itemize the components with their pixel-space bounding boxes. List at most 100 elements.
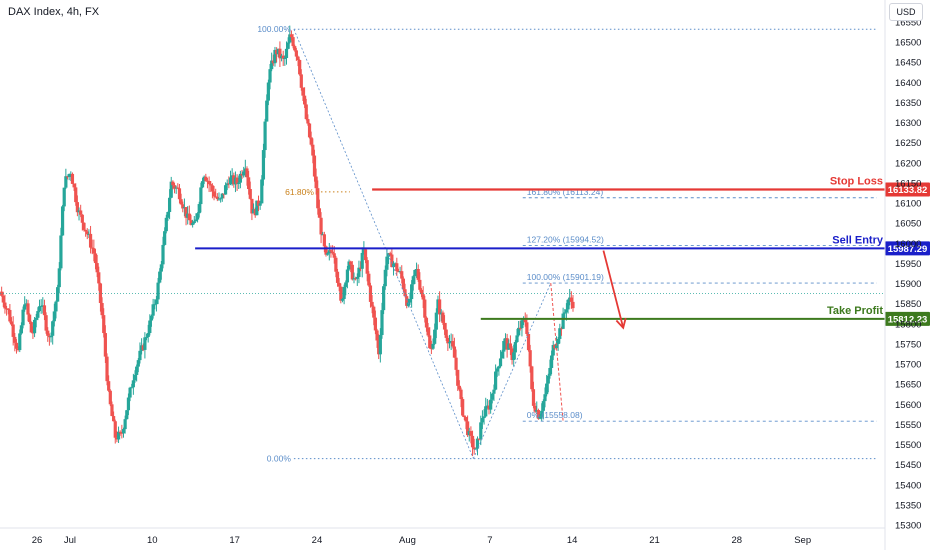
candle-body — [75, 202, 79, 213]
candle-body — [191, 223, 195, 225]
price-tick-label: 16200 — [895, 158, 921, 169]
candle-body — [209, 184, 213, 186]
candle-body — [368, 285, 373, 302]
candle-body — [110, 404, 114, 417]
candle-body — [344, 282, 348, 287]
candle-body — [378, 335, 382, 355]
forecast-arrow-head — [615, 317, 627, 330]
price-tick-label: 16450 — [895, 58, 921, 69]
currency-button[interactable]: USD — [889, 3, 923, 21]
candle-body — [242, 171, 246, 176]
candle-body — [3, 302, 7, 309]
forecast-arrow-shaft — [602, 250, 625, 329]
candle-body — [436, 299, 440, 313]
candle-body — [296, 56, 300, 61]
candle-body — [556, 338, 560, 345]
candle-body — [84, 229, 88, 232]
candle-body — [497, 366, 501, 369]
candle-body — [429, 348, 433, 350]
candle-body — [141, 345, 145, 350]
candle-body — [214, 196, 218, 198]
candle-body — [423, 299, 427, 318]
candle-body — [508, 343, 513, 349]
candle-body — [510, 348, 514, 361]
candle-body — [88, 233, 93, 248]
candle-body — [375, 330, 379, 341]
level-price-tag — [885, 182, 930, 197]
candle-body — [559, 328, 564, 330]
candle-body — [564, 309, 568, 313]
candle-body — [490, 393, 494, 400]
candle-body — [1, 295, 5, 303]
price-tick-label: 15800 — [895, 319, 921, 330]
candle-body — [520, 320, 524, 329]
candle-body — [568, 297, 572, 300]
candle-body — [561, 313, 565, 329]
candle-body — [500, 351, 504, 359]
candle-body — [472, 447, 476, 450]
candle-body — [258, 203, 262, 206]
candle-body — [345, 269, 350, 283]
candle-body — [466, 421, 470, 436]
candle-body — [136, 360, 140, 367]
candle-body — [159, 264, 163, 272]
candle-body — [44, 315, 48, 331]
candle-body — [354, 278, 358, 280]
price-tick-label: 15650 — [895, 380, 921, 391]
time-tick-label: 7 — [487, 535, 492, 546]
candle-body — [8, 309, 12, 322]
price-tick-label: 15750 — [895, 339, 921, 350]
candle-body — [271, 60, 275, 64]
candle-body — [205, 180, 210, 182]
time-tick-label: Jul — [64, 535, 76, 546]
candle-body — [67, 174, 71, 177]
candle-body — [335, 271, 340, 283]
candle-body — [480, 418, 485, 423]
candle-body — [212, 191, 216, 197]
price-tick-label: 16100 — [895, 199, 921, 210]
price-tick-label: 15700 — [895, 360, 921, 371]
candle-body — [227, 183, 231, 185]
candle-body — [186, 213, 190, 218]
candle-body — [217, 198, 221, 200]
candle-body — [169, 181, 173, 198]
candle-body — [270, 60, 274, 70]
candle-body — [60, 206, 65, 236]
candle-body — [177, 188, 182, 200]
candle-body — [321, 234, 325, 236]
candle-body — [98, 283, 103, 304]
candle-body — [350, 264, 354, 280]
candle-body — [62, 187, 66, 207]
price-tick-label: 16500 — [895, 38, 921, 49]
price-tick-label: 15300 — [895, 521, 921, 532]
candle-body — [358, 267, 363, 269]
candle-body — [207, 181, 211, 185]
candle-body — [23, 304, 27, 310]
candle-body — [260, 179, 264, 204]
candle-body — [194, 219, 198, 222]
candle-body — [251, 209, 256, 214]
candle-body — [428, 335, 432, 349]
candle-body — [388, 253, 392, 255]
candle-body — [130, 387, 134, 389]
candle-body — [135, 366, 139, 375]
candle-body — [380, 310, 384, 336]
candle-body — [426, 327, 430, 336]
candle-body — [373, 317, 378, 331]
time-tick-label: 26 — [32, 535, 43, 546]
candle-body — [174, 187, 178, 189]
price-tick-label: 15550 — [895, 420, 921, 431]
candle-body — [391, 263, 396, 268]
candle-body — [452, 346, 457, 358]
candle-body — [64, 176, 68, 188]
candle-body — [248, 189, 252, 199]
candle-body — [309, 137, 313, 145]
candle-body — [108, 390, 112, 405]
candle-body — [507, 343, 511, 350]
level-price-tag — [885, 241, 930, 256]
candle-body — [123, 419, 127, 430]
candle-body — [97, 272, 101, 284]
candle-body — [275, 49, 279, 55]
candle-body — [291, 37, 295, 47]
